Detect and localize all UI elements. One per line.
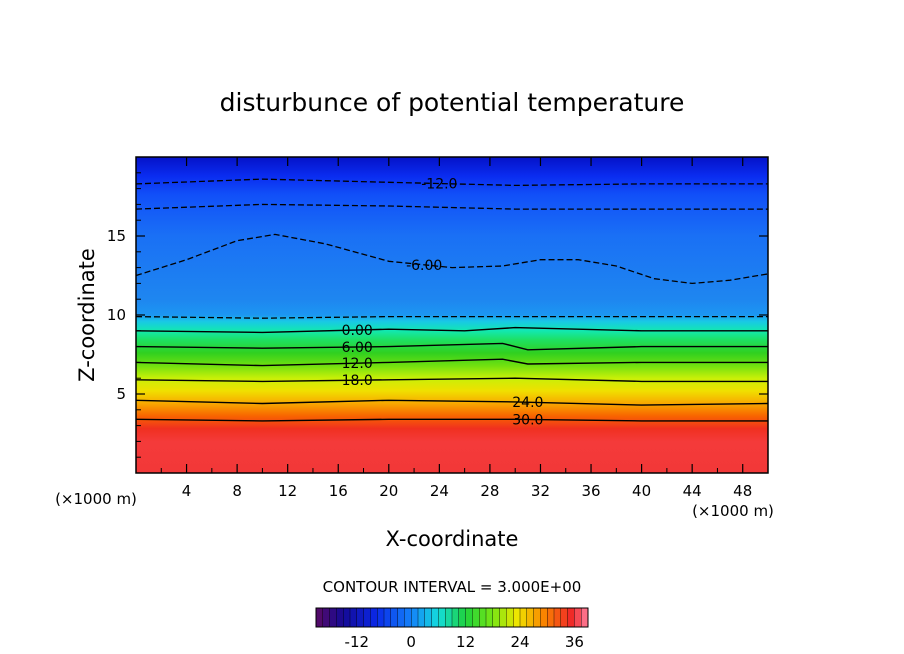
- y-tick-label-0: 5: [116, 385, 126, 403]
- x-unit-left: (×1000 m): [55, 490, 137, 508]
- x-tick-label-2: 12: [278, 482, 297, 500]
- colorbar-cell: [499, 607, 507, 628]
- contour-line-0: [135, 178, 768, 187]
- colorbar-cell: [485, 607, 494, 628]
- colorbar-cell: [417, 607, 426, 628]
- y-axis: 5 10 15: [107, 172, 768, 458]
- colorbar-cell: [506, 607, 514, 628]
- x-tick-label-3: 16: [329, 482, 348, 500]
- colorbar-frame: [315, 607, 589, 628]
- colorbar: [315, 607, 589, 628]
- colorbar-cell: [533, 607, 541, 628]
- contour-label-2: -6.00: [406, 258, 442, 274]
- contour-interval-text: CONTOUR INTERVAL = 3.000E+00: [323, 578, 582, 596]
- colorbar-cell: [574, 607, 582, 628]
- colorbar-cell: [411, 607, 419, 628]
- colorbar-cell: [383, 607, 392, 628]
- colorbar-cell: [458, 607, 467, 628]
- contour-field: [136, 157, 768, 473]
- colorbar-ticks: -12 0 12 24 36: [345, 633, 584, 651]
- chart-title: disturbunce of potential temperature: [220, 88, 685, 117]
- x-axis-label: X-coordinate: [386, 527, 519, 551]
- x-tick-label-9: 40: [632, 482, 651, 500]
- contour-line-4: [135, 326, 768, 334]
- colorbar-cell: [329, 607, 337, 628]
- contour-label-0: -12.0: [421, 177, 457, 193]
- colorbar-cell: [356, 607, 365, 628]
- contour-line-9: [135, 418, 768, 422]
- colorbar-cell: [349, 607, 358, 628]
- x-tick-label-11: 48: [733, 482, 752, 500]
- colorbar-cell: [438, 607, 446, 628]
- contour-lines: [135, 178, 769, 422]
- colorbar-cell: [567, 607, 575, 628]
- x-tick-label-7: 32: [531, 482, 550, 500]
- x-tick-label-0: 4: [182, 482, 192, 500]
- colorbar-cell: [540, 607, 548, 628]
- contour-line-6: [135, 358, 768, 367]
- colorbar-cell: [322, 607, 331, 628]
- colorbar-cell: [465, 607, 473, 628]
- colorbar-cell: [519, 607, 528, 628]
- x-unit-right: (×1000 m): [692, 502, 774, 520]
- colorbar-tick-label-3: 24: [510, 633, 529, 651]
- contour-label-9: 30.0: [512, 412, 543, 428]
- y-tick-label-1: 10: [107, 306, 126, 324]
- x-axis: 4 8 12 16 20 24 28 32 36 40 44 48: [160, 157, 752, 500]
- colorbar-tick-label-1: 0: [406, 633, 416, 651]
- contour-line-2: [135, 233, 769, 285]
- colorbar-cell: [445, 607, 453, 628]
- colorbar-cell: [424, 607, 433, 628]
- colorbar-cell: [492, 607, 501, 628]
- y-tick-label-2: 15: [107, 227, 126, 245]
- colorbar-cell: [315, 607, 324, 628]
- colorbar-cell: [560, 607, 569, 628]
- contour-label-4: 0.00: [342, 323, 373, 339]
- colorbar-cell: [397, 607, 405, 628]
- x-tick-label-8: 36: [581, 482, 600, 500]
- colorbar-cell: [451, 607, 460, 628]
- contour-line-1: [135, 203, 768, 210]
- colorbar-cell: [404, 607, 412, 628]
- contour-label-5: 6.00: [342, 340, 373, 356]
- x-tick-label-5: 24: [430, 482, 449, 500]
- colorbar-tick-label-4: 36: [565, 633, 584, 651]
- colorbar-cell: [581, 607, 589, 628]
- contour-line-5: [135, 342, 768, 351]
- y-axis-label: Z-coordinate: [75, 248, 99, 382]
- x-tick-label-1: 8: [232, 482, 242, 500]
- colorbar-tick-label-0: -12: [345, 633, 370, 651]
- colorbar-cell: [526, 607, 535, 628]
- colorbar-tick-label-2: 12: [456, 633, 475, 651]
- colorbar-cell: [431, 607, 439, 628]
- colorbar-cell: [547, 607, 555, 628]
- x-tick-label-4: 20: [379, 482, 398, 500]
- colorbar-cell: [390, 607, 399, 628]
- colorbar-cell: [513, 607, 521, 628]
- contour-label-6: 12.0: [342, 356, 373, 372]
- colorbar-cell: [363, 607, 371, 628]
- colorbar-cell: [377, 607, 385, 628]
- contour-label-8: 24.0: [512, 395, 543, 411]
- colorbar-cell: [336, 607, 344, 628]
- colorbar-cell: [370, 607, 378, 628]
- x-tick-label-6: 28: [480, 482, 499, 500]
- colorbar-cell: [479, 607, 487, 628]
- contour-line-3: [135, 315, 768, 319]
- colorbar-cell: [553, 607, 562, 628]
- colorbar-cell: [472, 607, 480, 628]
- contour-label-7: 18.0: [342, 373, 373, 389]
- contour-line-7: [135, 377, 768, 383]
- colorbar-cell: [343, 607, 351, 628]
- x-tick-label-10: 44: [683, 482, 702, 500]
- contour-line-8: [135, 399, 769, 406]
